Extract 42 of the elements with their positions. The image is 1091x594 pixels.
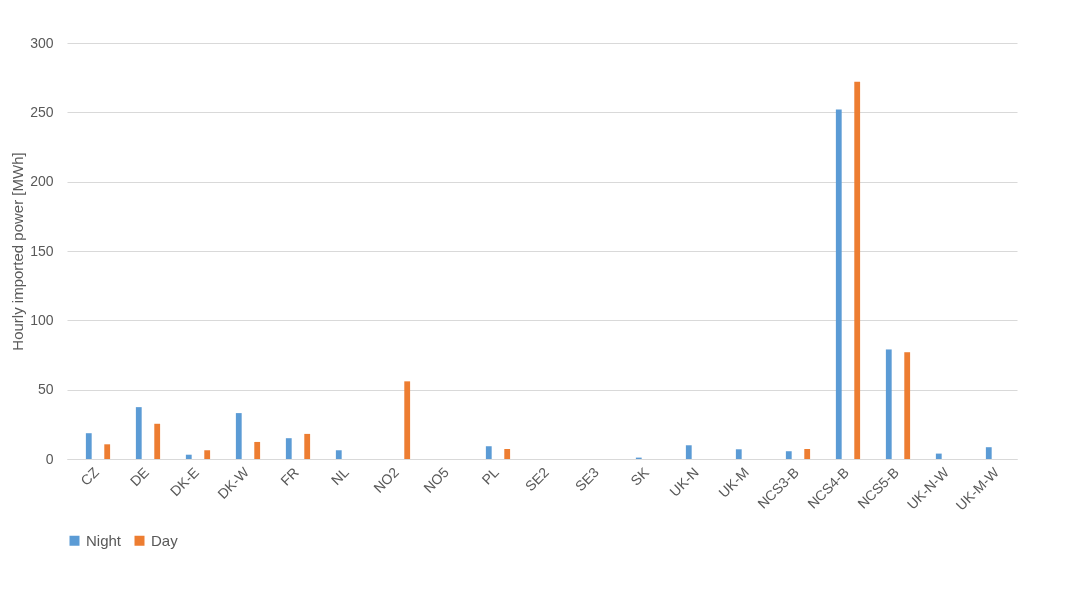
bar: [854, 81, 861, 459]
y-tick-label: 150: [30, 242, 54, 259]
bar: [885, 349, 892, 459]
bar: [154, 423, 161, 459]
y-axis-title: Hourly imported power [MWh]: [9, 152, 27, 351]
bar: [485, 446, 492, 459]
x-tick-label: SK: [627, 463, 653, 489]
bar: [804, 449, 811, 459]
bar: [785, 451, 792, 459]
bar: [135, 407, 142, 459]
y-tick-label: 50: [37, 381, 54, 398]
y-tick-label: 100: [30, 311, 54, 328]
bar: [935, 453, 942, 459]
bar: [904, 352, 911, 459]
bar: [285, 438, 292, 459]
bar: [404, 381, 411, 459]
bar: [235, 413, 242, 459]
x-tick-label: CZ: [77, 463, 103, 489]
y-tick-label: 300: [30, 34, 54, 51]
x-tick-label: NL: [327, 463, 353, 489]
bar: [254, 441, 261, 459]
x-tick-label: PL: [478, 463, 503, 488]
y-tick-label: 0: [45, 450, 54, 467]
x-tick-label: SE3: [571, 463, 603, 495]
bar: [204, 450, 211, 459]
bar: [985, 447, 992, 459]
legend-label: Day: [151, 531, 179, 549]
x-tick-label: FR: [277, 464, 302, 489]
legend-label: Night: [86, 531, 122, 549]
bar: [85, 433, 92, 459]
bar: [335, 450, 342, 459]
bar: [735, 449, 742, 459]
y-tick-label: 250: [30, 103, 54, 120]
bar: [504, 449, 511, 459]
x-tick-label: DE: [126, 464, 152, 490]
bar: [304, 433, 311, 459]
x-tick-label: SE2: [521, 463, 553, 495]
y-tick-label: 200: [30, 173, 54, 190]
bar: [835, 109, 842, 459]
bar: [685, 445, 692, 459]
bar: [185, 454, 192, 459]
bar: [104, 444, 111, 459]
